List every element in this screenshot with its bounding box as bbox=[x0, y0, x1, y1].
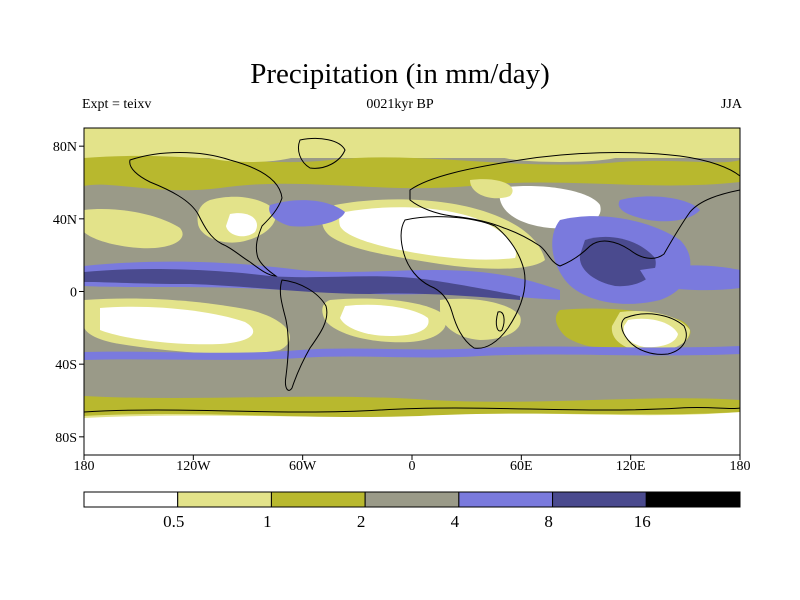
lat-tick-label: 0 bbox=[70, 286, 77, 301]
colorbar-swatch bbox=[458, 491, 554, 508]
colorbar-swatch bbox=[645, 491, 741, 508]
lon-tick-label: 120W bbox=[176, 459, 211, 474]
time-label: 0021kyr BP bbox=[366, 97, 434, 112]
lon-tick-label: 60E bbox=[510, 459, 533, 474]
colorbar-swatch bbox=[177, 491, 272, 508]
plot-title: Precipitation (in mm/day) bbox=[250, 58, 550, 90]
lon-tick-label: 180 bbox=[74, 459, 95, 474]
season-label: JJA bbox=[720, 97, 742, 112]
colorbar-swatch bbox=[83, 491, 179, 508]
colorbar-level-label: 4 bbox=[451, 512, 460, 531]
latitude-axis: 80N 40N 0 40S 80S bbox=[53, 140, 84, 446]
colorbar-level-label: 16 bbox=[634, 512, 651, 531]
colorbar-level-label: 1 bbox=[263, 512, 272, 531]
lat-tick-label: 80S bbox=[55, 431, 77, 446]
colorbar-swatch bbox=[270, 491, 366, 508]
lat-tick-label: 80N bbox=[53, 140, 77, 155]
lon-tick-label: 120E bbox=[616, 459, 646, 474]
colorbar-swatch bbox=[364, 491, 460, 508]
colorbar-level-label: 8 bbox=[544, 512, 553, 531]
colorbar: 0.5 1 2 4 8 16 bbox=[83, 491, 741, 531]
lon-tick-label: 0 bbox=[409, 459, 416, 474]
colorbar-level-label: 0.5 bbox=[163, 512, 184, 531]
lat-tick-label: 40S bbox=[55, 358, 77, 373]
coastlines bbox=[84, 137, 740, 413]
longitude-axis: 180 120W 60W 0 60E 120E 180 bbox=[74, 455, 751, 474]
experiment-label: Expt = teixv bbox=[82, 97, 152, 112]
colorbar-level-label: 2 bbox=[357, 512, 366, 531]
precipitation-field bbox=[84, 128, 740, 455]
lon-tick-label: 60W bbox=[289, 459, 317, 474]
colorbar-swatch bbox=[552, 491, 647, 508]
lon-tick-label: 180 bbox=[730, 459, 751, 474]
lat-tick-label: 40N bbox=[53, 213, 77, 228]
